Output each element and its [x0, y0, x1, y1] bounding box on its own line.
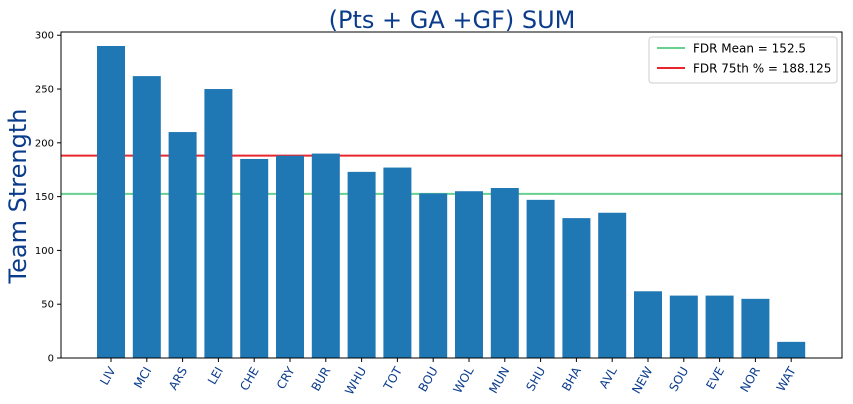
y-tick-label: 200: [35, 138, 54, 149]
bar-mci: [132, 76, 161, 358]
x-tick-label: TOT: [380, 364, 405, 393]
bar-mun: [490, 188, 519, 358]
x-tick-label: SOU: [666, 365, 691, 394]
y-tick-label: 50: [41, 300, 54, 311]
x-tick-label: BOU: [416, 365, 441, 395]
bar-ars: [168, 132, 197, 358]
bar-tot: [383, 167, 412, 358]
bar-bou: [419, 193, 448, 358]
bar-nor: [741, 298, 770, 358]
x-tick-label: BHA: [559, 364, 584, 394]
x-tick-label: LIV: [97, 364, 119, 388]
y-tick-label: 100: [35, 246, 54, 257]
x-tick-label: ARS: [166, 365, 190, 393]
bar-new: [634, 291, 662, 358]
x-axis: LIV MCI ARS LEI CHE CRY BUR WHU TOT BOU WOL MUN SHU B…: [97, 358, 799, 397]
y-tick-label: 250: [35, 85, 54, 96]
y-axis-label: Team Strength: [4, 109, 32, 285]
legend-box: [648, 36, 838, 84]
plot-frame: [60, 31, 843, 359]
chart-title: (Pts + GA +GF) SUM: [329, 6, 576, 34]
bar-avl: [598, 212, 627, 358]
bar-liv: [97, 45, 125, 359]
y-axis: 0 50 100 150 200 250 300: [35, 31, 61, 365]
legend-label-0: FDR Mean = 152.5: [693, 42, 806, 56]
bar-bha: [562, 218, 591, 358]
x-tick-label: NOR: [737, 365, 763, 395]
bar-bur: [311, 153, 340, 358]
bars: [97, 45, 806, 359]
x-tick-label: CRY: [274, 364, 298, 392]
x-tick-label: AVL: [597, 364, 620, 391]
bar-lei: [204, 89, 233, 358]
x-tick-label: BUR: [309, 365, 334, 394]
x-tick-label: MUN: [486, 365, 512, 396]
bar-eve: [705, 295, 734, 358]
legend: FDR Mean = 152.5 FDR 75th % = 188.125: [648, 36, 838, 84]
bar-shu: [526, 199, 555, 358]
y-tick-label: 300: [35, 31, 54, 42]
x-tick-label: SHU: [523, 365, 548, 394]
x-tick-label: WHU: [342, 365, 369, 398]
y-tick-label: 0: [48, 354, 54, 365]
x-tick-label: CHE: [237, 365, 262, 394]
x-tick-label: WOL: [450, 364, 476, 396]
legend-label-1: FDR 75th % = 188.125: [693, 62, 831, 76]
y-tick-label: 150: [35, 192, 54, 203]
x-tick-label: WAT: [774, 364, 799, 394]
bar-che: [240, 158, 269, 358]
bar-wol: [455, 191, 483, 358]
bar-whu: [347, 171, 376, 358]
x-tick-label: EVE: [703, 365, 727, 392]
x-tick-label: MCI: [131, 365, 154, 391]
bar-wat: [777, 341, 806, 358]
bar-cry: [276, 155, 304, 358]
bar-sou: [669, 295, 698, 358]
x-tick-label: NEW: [629, 364, 655, 396]
x-tick-label: LEI: [205, 365, 226, 387]
